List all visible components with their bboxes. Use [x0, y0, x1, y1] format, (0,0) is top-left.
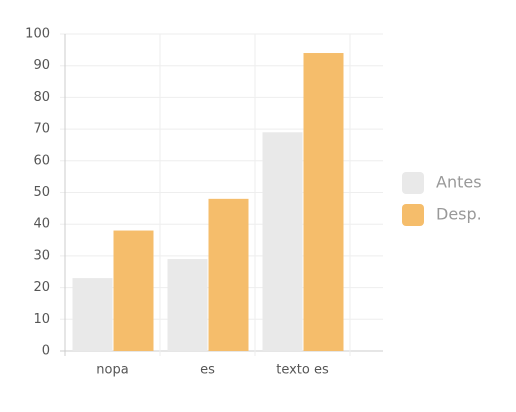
y-tick-label: 50 [33, 185, 50, 200]
y-tick-label: 20 [33, 280, 50, 295]
legend-text: Antes [436, 173, 482, 192]
y-tick-label: 60 [33, 153, 50, 168]
y-tick-label: 70 [33, 122, 50, 137]
bar [303, 53, 344, 352]
y-tick-label: 10 [33, 312, 50, 327]
y-tick-label: 80 [33, 90, 50, 105]
x-tick-label: texto es [276, 363, 329, 378]
x-tick-label: nopa [96, 363, 128, 378]
bar [208, 198, 249, 351]
legend-swatch [402, 204, 424, 226]
legend-swatch [402, 172, 424, 194]
bar [167, 259, 208, 351]
y-tick-label: 100 [25, 27, 50, 42]
bar [113, 230, 154, 351]
y-tick-label: 30 [33, 248, 50, 263]
y-tick-label: 90 [33, 58, 50, 73]
bar [262, 132, 303, 351]
legend-text: Desp. [436, 205, 482, 224]
bar [72, 278, 113, 351]
y-tick-label: 40 [33, 217, 50, 232]
y-tick-label: 0 [42, 344, 50, 359]
x-tick-label: es [200, 363, 215, 378]
